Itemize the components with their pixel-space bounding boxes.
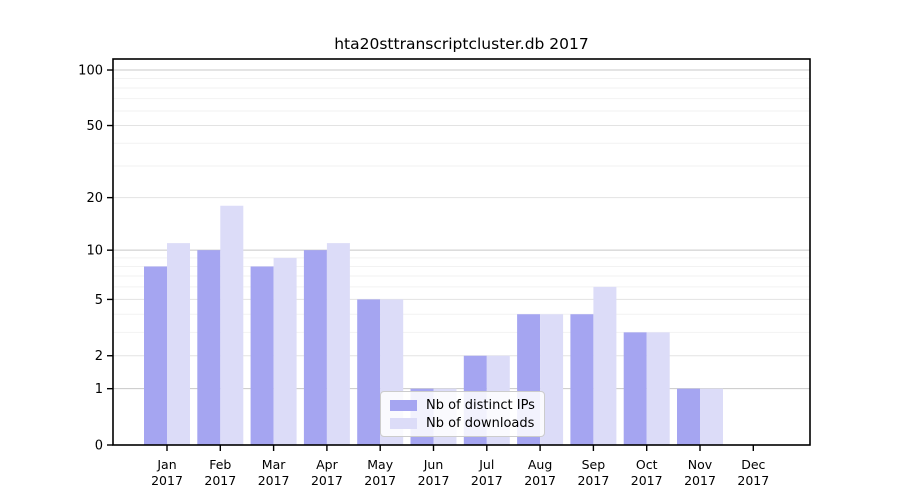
legend-swatch-downloads xyxy=(390,417,417,429)
x-tick-label-year: 2017 xyxy=(418,473,450,488)
y-tick-label: 20 xyxy=(86,191,103,206)
x-tick-label-month: Mar xyxy=(262,457,286,472)
bar-distinct-ips-nov xyxy=(677,388,700,445)
legend-label-distinct-ips: Nb of distinct IPs xyxy=(426,397,535,413)
plot-border xyxy=(112,58,811,446)
bar-downloads-mar xyxy=(273,257,297,445)
x-tick-label-month: Jan xyxy=(156,457,176,472)
x-tick-label-year: 2017 xyxy=(631,473,663,488)
x-tick-label-month: May xyxy=(367,457,393,472)
y-tick-label: 1 xyxy=(95,382,103,397)
x-tick-label-month: Jun xyxy=(423,457,444,472)
y-tick-label: 100 xyxy=(78,64,103,79)
x-tick-label-year: 2017 xyxy=(151,473,183,488)
y-tick-label: 50 xyxy=(86,119,103,134)
x-tick-label-year: 2017 xyxy=(471,473,503,488)
bar-distinct-ips-jan xyxy=(144,266,167,445)
x-tick-label-year: 2017 xyxy=(258,473,290,488)
x-tick-label-year: 2017 xyxy=(684,473,716,488)
x-tick-label-month: Aug xyxy=(528,457,552,472)
x-tick-label-month: Nov xyxy=(688,457,713,472)
x-tick-label-month: Sep xyxy=(582,457,606,472)
bar-distinct-ips-may xyxy=(357,299,381,445)
x-tick-label-year: 2017 xyxy=(204,473,236,488)
legend-label-downloads: Nb of downloads xyxy=(426,415,535,431)
bar-distinct-ips-sep xyxy=(570,314,594,445)
bar-distinct-ips-oct xyxy=(623,332,647,445)
x-tick-label-month: Feb xyxy=(209,457,231,472)
bar-downloads-nov xyxy=(700,388,723,445)
bar-downloads-jan xyxy=(167,243,190,445)
x-tick-label-year: 2017 xyxy=(737,473,769,488)
bar-downloads-oct xyxy=(646,332,670,445)
bar-downloads-aug xyxy=(540,314,564,445)
bar-distinct-ips-mar xyxy=(250,266,274,445)
bar-downloads-sep xyxy=(593,286,617,445)
chart-title: hta20sttranscriptcluster.db 2017 xyxy=(334,35,589,53)
x-tick-label-year: 2017 xyxy=(577,473,609,488)
bar-distinct-ips-feb xyxy=(197,250,221,445)
x-tick-label-month: Dec xyxy=(741,457,765,472)
y-tick-label: 10 xyxy=(86,244,103,259)
legend-item-downloads: Nb of downloads xyxy=(390,416,536,431)
y-tick-label: 0 xyxy=(95,439,103,454)
legend: Nb of distinct IPs Nb of downloads xyxy=(380,391,545,437)
legend-item-distinct-ips: Nb of distinct IPs xyxy=(390,398,536,413)
legend-swatch-distinct-ips xyxy=(390,399,417,411)
x-tick-label-year: 2017 xyxy=(364,473,396,488)
x-tick-label-year: 2017 xyxy=(311,473,343,488)
bar-distinct-ips-apr xyxy=(303,250,327,445)
x-tick-label-year: 2017 xyxy=(524,473,556,488)
bar-downloads-feb xyxy=(220,205,244,445)
y-tick-label: 2 xyxy=(95,349,103,364)
y-tick-label: 5 xyxy=(95,293,103,308)
bar-downloads-apr xyxy=(326,243,350,445)
x-tick-label-month: Jul xyxy=(478,457,494,472)
x-tick-label-month: Oct xyxy=(636,457,658,472)
x-tick-label-month: Apr xyxy=(316,457,338,472)
